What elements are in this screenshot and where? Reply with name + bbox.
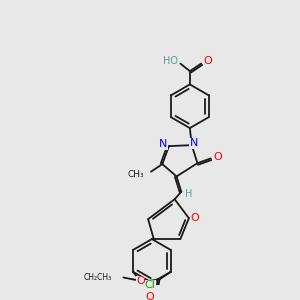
Text: HO: HO [164,56,178,66]
Text: O: O [213,152,222,161]
Text: O: O [136,276,145,286]
Text: H: H [185,190,193,200]
Text: CH₃: CH₃ [128,170,144,179]
Text: N: N [190,138,198,148]
Text: O: O [190,213,199,223]
Text: O: O [146,292,154,300]
Text: N: N [159,139,167,149]
Text: O: O [203,56,212,66]
Text: Cl: Cl [145,280,155,290]
Text: CH₂CH₃: CH₂CH₃ [84,273,112,282]
